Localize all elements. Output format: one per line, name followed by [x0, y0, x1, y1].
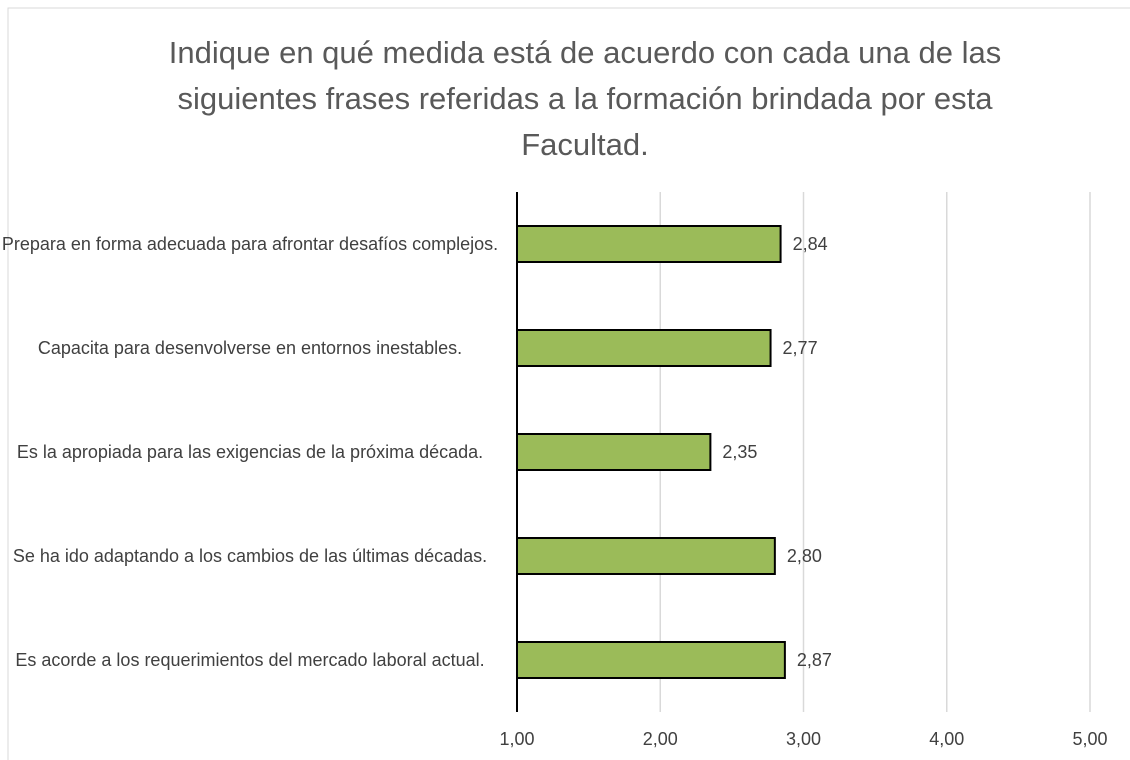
value-label: 2,77: [783, 338, 818, 358]
chart-border: [7, 7, 1130, 760]
x-tick-label: 3,00: [786, 729, 821, 749]
y-tick-label: Prepara en forma adecuada para afrontar …: [1, 234, 499, 254]
y-tick-label: Es acorde a los requerimientos del merca…: [15, 650, 485, 670]
y-tick-label: Es la apropiada para las exigencias de l…: [16, 442, 484, 462]
bar: [516, 329, 772, 367]
bar: [516, 537, 776, 575]
x-tick-label: 4,00: [929, 729, 964, 749]
bar: [516, 225, 782, 263]
bar: [516, 433, 712, 471]
y-tick-label: Capacita para desenvolverse en entornos …: [37, 338, 463, 358]
chart-title: Indique en qué medida está de acuerdo co…: [168, 35, 1002, 162]
value-label: 2,84: [793, 234, 828, 254]
value-label: 2,87: [797, 650, 832, 670]
x-tick-label: 1,00: [499, 729, 534, 749]
x-tick-label: 2,00: [643, 729, 678, 749]
value-label: 2,35: [722, 442, 757, 462]
y-tick-label: Se ha ido adaptando a los cambios de las…: [12, 546, 488, 566]
value-label: 2,80: [787, 546, 822, 566]
x-tick-label: 5,00: [1072, 729, 1107, 749]
bar: [516, 641, 786, 679]
